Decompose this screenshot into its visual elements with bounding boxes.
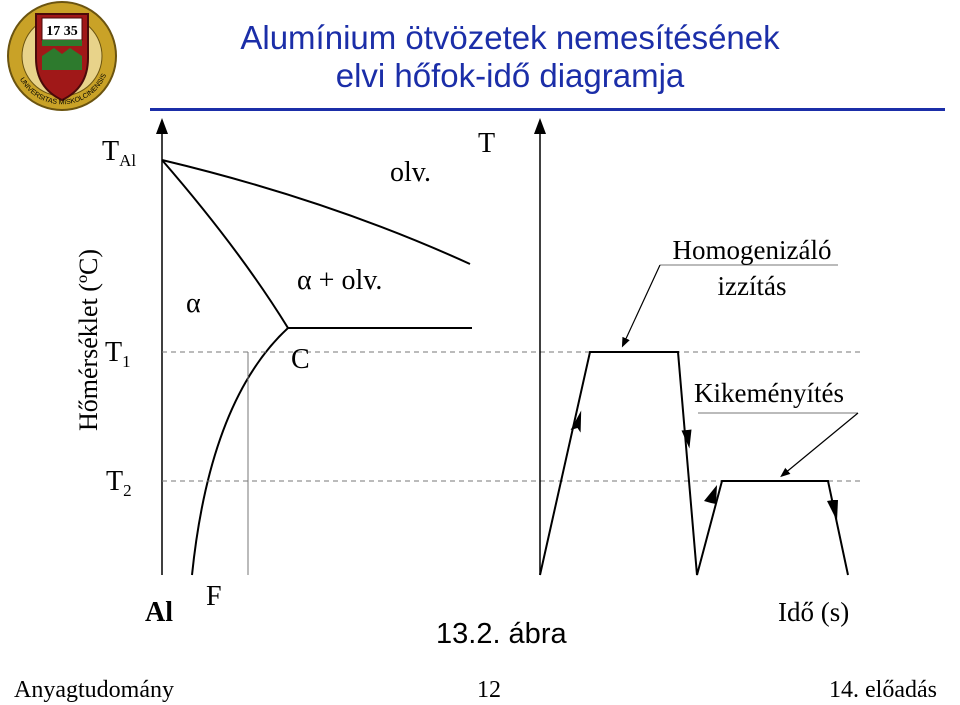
al-label: Al bbox=[145, 597, 173, 628]
t-al-label: TAl bbox=[102, 136, 137, 170]
solvus-curve bbox=[191, 327, 289, 576]
phase-diagram-axis bbox=[156, 118, 168, 575]
profile-arrows bbox=[570, 410, 838, 521]
seal-year: 17 35 bbox=[46, 24, 78, 39]
time-axis-label: Idő (s) bbox=[778, 597, 850, 627]
c-point-label: C bbox=[291, 344, 310, 375]
footer-page-number: 12 bbox=[477, 677, 501, 703]
slide-title-line-1: Alumínium ötvözetek nemesítésének bbox=[240, 19, 780, 56]
t1-label: T1 bbox=[105, 337, 131, 371]
footer-lecture: 14. előadás bbox=[829, 677, 937, 703]
heating-arrow-2 bbox=[704, 485, 717, 504]
quenching-arrow-1 bbox=[681, 429, 692, 449]
footer-course: Anyagtudomány bbox=[14, 677, 174, 703]
liquid-region-label: olv. bbox=[390, 157, 431, 188]
f-label: F bbox=[206, 581, 222, 612]
title-rule bbox=[150, 108, 945, 111]
slide-title-line-2: elvi hőfok-idő diagramja bbox=[335, 57, 685, 94]
homogenizing-label-line-2: izzítás bbox=[717, 271, 787, 301]
figure-caption: 13.2. ábra bbox=[436, 618, 567, 650]
heating-arrow-1 bbox=[570, 410, 582, 433]
homogenizing-pointer bbox=[621, 264, 838, 348]
temperature-axis-label: Hőmérséklet (ºC) bbox=[74, 248, 103, 432]
alpha-plus-liquid-label: α + olv. bbox=[297, 265, 383, 296]
university-seal-logo: 17 35 UNIVERSITAS MISKOLCINENSIS bbox=[7, 1, 117, 111]
hardening-label: Kikeményítés bbox=[694, 378, 844, 408]
solidus-curve bbox=[161, 159, 289, 329]
t2-label: T2 bbox=[106, 466, 132, 500]
heat-treatment-t-label: T bbox=[478, 128, 496, 159]
heat-treatment-axis bbox=[534, 118, 546, 575]
heat-treatment-profile bbox=[539, 351, 849, 576]
homogenizing-label-line-1: Homogenizáló bbox=[672, 235, 832, 265]
quenching-arrow-2 bbox=[827, 500, 838, 521]
hardening-pointer bbox=[698, 412, 859, 478]
alpha-region-label: α bbox=[186, 288, 201, 319]
liquidus-curve bbox=[161, 159, 471, 265]
